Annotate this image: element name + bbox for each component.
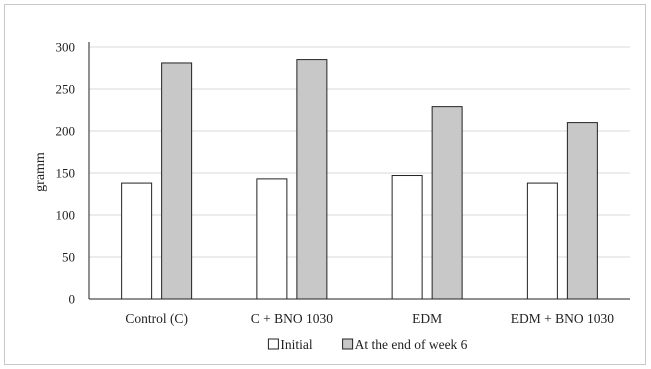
x-tick-label: EDM — [412, 311, 442, 326]
y-tick-label: 100 — [56, 208, 76, 223]
bar-initial — [391, 175, 423, 300]
bar-week6 — [161, 62, 193, 300]
y-tick-label: 150 — [56, 166, 76, 181]
x-axis: Control (C) C + BNO 1030 EDM EDM + BNO 1030 — [89, 298, 630, 326]
x-tick-label: EDM + BNO 1030 — [511, 311, 614, 326]
y-tick-label: 300 — [56, 40, 76, 55]
x-tick-label: Control (C) — [125, 311, 188, 326]
bar-week6 — [431, 106, 463, 300]
legend-swatch-initial — [267, 338, 279, 350]
bar-initial — [526, 182, 558, 300]
legend: Initial At the end of week 6 — [267, 337, 468, 352]
y-axis-label: gramm — [33, 152, 48, 192]
bar-week6 — [566, 122, 598, 300]
y-tick-label: 50 — [62, 250, 75, 265]
y-axis: 0 50 100 150 200 250 300 — [56, 40, 90, 307]
y-tick-label: 0 — [69, 292, 76, 307]
legend-swatch-week6 — [342, 338, 354, 350]
bar-initial — [256, 178, 288, 300]
y-tick-label: 250 — [56, 82, 76, 97]
x-tick-label: C + BNO 1030 — [251, 311, 333, 326]
bars — [121, 59, 598, 300]
legend-label: At the end of week 6 — [355, 337, 468, 352]
bar-initial — [121, 182, 153, 300]
bar-week6 — [296, 59, 328, 300]
y-tick-label: 200 — [56, 124, 76, 139]
legend-label: Initial — [280, 337, 312, 352]
